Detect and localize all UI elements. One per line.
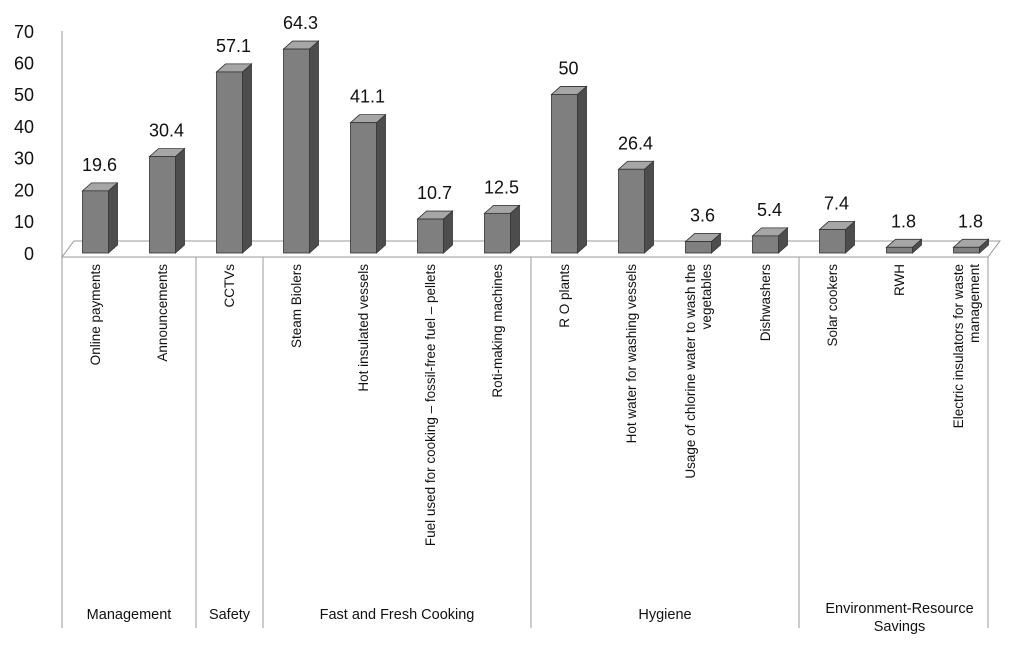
value-label: 12.5 bbox=[484, 177, 519, 197]
group-label: Management bbox=[86, 607, 172, 623]
x-tick-label: Steam Biolers bbox=[288, 264, 304, 349]
bar bbox=[819, 229, 846, 254]
value-label: 1.8 bbox=[958, 211, 983, 231]
value-label: 50 bbox=[558, 58, 578, 78]
x-tick-label: CCTVs bbox=[221, 264, 237, 308]
y-tick-label: 0 bbox=[24, 244, 34, 264]
value-label: 19.6 bbox=[82, 155, 117, 175]
group-label: Fast and Fresh Cooking bbox=[319, 607, 475, 623]
value-label: 7.4 bbox=[824, 194, 849, 214]
bar bbox=[618, 168, 645, 254]
value-label: 30.4 bbox=[149, 121, 184, 141]
bar-side bbox=[577, 85, 587, 254]
value-label: 10.7 bbox=[417, 183, 452, 203]
x-tick-label: Dishwashers bbox=[757, 264, 773, 342]
y-tick-label: 20 bbox=[14, 180, 34, 200]
bar bbox=[484, 212, 511, 254]
bar bbox=[149, 156, 176, 254]
y-tick-label: 60 bbox=[14, 53, 34, 73]
x-tick-label: Online payments bbox=[87, 264, 103, 366]
bar-side bbox=[644, 160, 654, 254]
floor bbox=[61, 240, 1001, 258]
bar bbox=[82, 190, 109, 254]
value-label: 5.4 bbox=[757, 200, 782, 220]
bar bbox=[417, 218, 444, 254]
x-tick-label: Solar cookers bbox=[824, 264, 840, 347]
value-label: 3.6 bbox=[690, 206, 715, 226]
y-tick-label: 70 bbox=[14, 22, 34, 42]
x-tick-label: Hot water for washing vessels bbox=[623, 264, 639, 444]
bar-side bbox=[242, 63, 252, 254]
value-label: 64.3 bbox=[283, 13, 318, 33]
value-label: 1.8 bbox=[891, 211, 916, 231]
bar bbox=[685, 241, 712, 254]
x-tick-label: R O plants bbox=[556, 264, 572, 328]
y-tick-label: 50 bbox=[14, 85, 34, 105]
bar bbox=[551, 94, 578, 254]
bar bbox=[752, 235, 779, 254]
group-label: Safety bbox=[208, 607, 251, 623]
bar bbox=[953, 246, 980, 254]
group-label: Hygiene bbox=[638, 607, 692, 623]
value-label: 26.4 bbox=[618, 133, 653, 153]
x-tick-label: Fuel used for cooking – fossil-free fuel… bbox=[422, 264, 438, 547]
y-tick-label: 30 bbox=[14, 149, 34, 169]
value-label: 57.1 bbox=[216, 36, 251, 56]
value-label: 41.1 bbox=[350, 87, 385, 107]
x-tick-label: Announcements bbox=[154, 264, 170, 362]
x-tick-label: Electric insulators for waste management bbox=[950, 264, 982, 429]
bar bbox=[350, 122, 377, 254]
bar-side bbox=[309, 40, 319, 254]
y-tick-label: 40 bbox=[14, 117, 34, 137]
bar bbox=[216, 71, 243, 254]
x-tick-label: Roti-making machines bbox=[489, 264, 505, 398]
group-label: Environment-Resource Savings bbox=[825, 601, 974, 635]
bar-side bbox=[376, 113, 386, 254]
bar-side bbox=[108, 181, 118, 254]
bar bbox=[283, 48, 310, 254]
bar-side bbox=[175, 147, 185, 254]
x-tick-label: Hot insulated vessels bbox=[355, 264, 371, 392]
bar bbox=[886, 246, 913, 254]
x-tick-label: Usage of chlorine water to wash the vege… bbox=[682, 264, 714, 479]
x-tick-label: RWH bbox=[891, 264, 907, 296]
y-tick-label: 10 bbox=[14, 212, 34, 232]
